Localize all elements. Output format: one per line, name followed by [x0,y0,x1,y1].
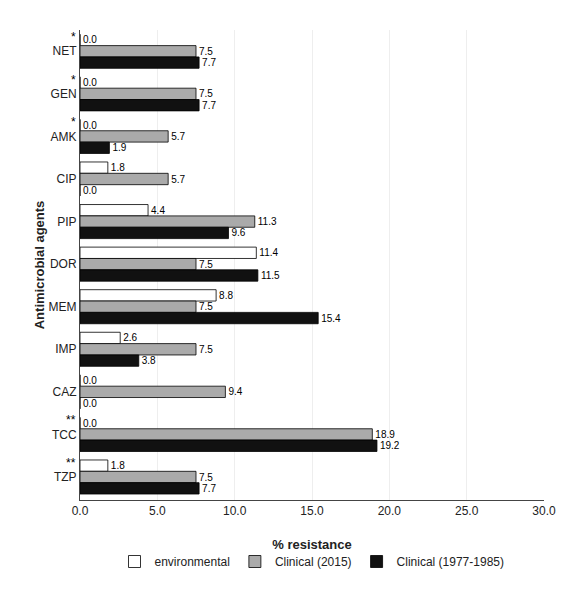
svg-text:11.5: 11.5 [261,270,280,281]
svg-text:25.0: 25.0 [455,504,479,518]
svg-text:8.8: 8.8 [219,290,233,301]
svg-text:*: * [71,30,76,44]
svg-text:0.0: 0.0 [83,77,97,88]
svg-text:7.5: 7.5 [199,259,213,270]
svg-text:0.0: 0.0 [72,504,89,518]
svg-text:15.4: 15.4 [321,313,341,324]
svg-text:7.5: 7.5 [199,46,213,57]
svg-text:GEN: GEN [51,87,77,101]
svg-text:**: ** [66,456,76,470]
svg-text:Clinical (2015): Clinical (2015) [275,555,352,569]
svg-text:7.7: 7.7 [202,100,216,111]
svg-text:3.8: 3.8 [142,355,156,366]
svg-text:Clinical (1977-1985): Clinical (1977-1985) [397,555,504,569]
svg-text:5.7: 5.7 [171,174,185,185]
svg-text:NET: NET [53,44,78,58]
svg-text:Antimicrobial agents: Antimicrobial agents [32,201,47,330]
svg-text:19.2: 19.2 [380,440,400,451]
svg-text:% resistance: % resistance [272,537,352,552]
svg-text:7.5: 7.5 [199,88,213,99]
svg-text:7.7: 7.7 [202,57,216,68]
svg-text:7.5: 7.5 [199,301,213,312]
svg-text:0.0: 0.0 [83,34,97,45]
svg-text:1.9: 1.9 [112,142,126,153]
svg-text:30.0: 30.0 [532,504,556,518]
svg-text:0.0: 0.0 [83,375,97,386]
svg-text:9.4: 9.4 [228,386,242,397]
svg-text:TCC: TCC [52,428,77,442]
svg-text:IMP: IMP [55,342,76,356]
svg-text:5.0: 5.0 [149,504,166,518]
svg-text:0.0: 0.0 [83,185,97,196]
svg-text:*: * [71,73,76,87]
svg-text:CIP: CIP [57,172,77,186]
svg-text:0.0: 0.0 [83,120,97,131]
svg-text:DOR: DOR [50,257,77,271]
svg-text:MEM: MEM [49,300,77,314]
svg-text:20.0: 20.0 [378,504,402,518]
svg-text:7.7: 7.7 [202,483,216,494]
svg-text:**: ** [66,413,76,427]
svg-text:PIP: PIP [57,215,76,229]
svg-text:4.4: 4.4 [151,205,165,216]
svg-text:environmental: environmental [155,555,230,569]
svg-text:10.0: 10.0 [223,504,247,518]
svg-text:15.0: 15.0 [300,504,324,518]
svg-text:1.8: 1.8 [111,162,125,173]
svg-text:11.4: 11.4 [259,247,278,258]
svg-text:7.5: 7.5 [199,344,213,355]
svg-text:TZP: TZP [54,470,77,484]
svg-text:2.6: 2.6 [123,332,137,343]
svg-text:11.3: 11.3 [258,216,277,227]
svg-text:0.0: 0.0 [83,418,97,429]
svg-text:1.8: 1.8 [111,460,125,471]
svg-text:9.6: 9.6 [231,227,245,238]
svg-text:7.5: 7.5 [199,472,213,483]
svg-text:0.0: 0.0 [83,398,97,409]
svg-text:*: * [71,115,76,129]
svg-text:AMK: AMK [51,130,77,144]
svg-text:5.7: 5.7 [171,131,185,142]
svg-text:18.9: 18.9 [375,429,395,440]
svg-text:CAZ: CAZ [53,385,77,399]
